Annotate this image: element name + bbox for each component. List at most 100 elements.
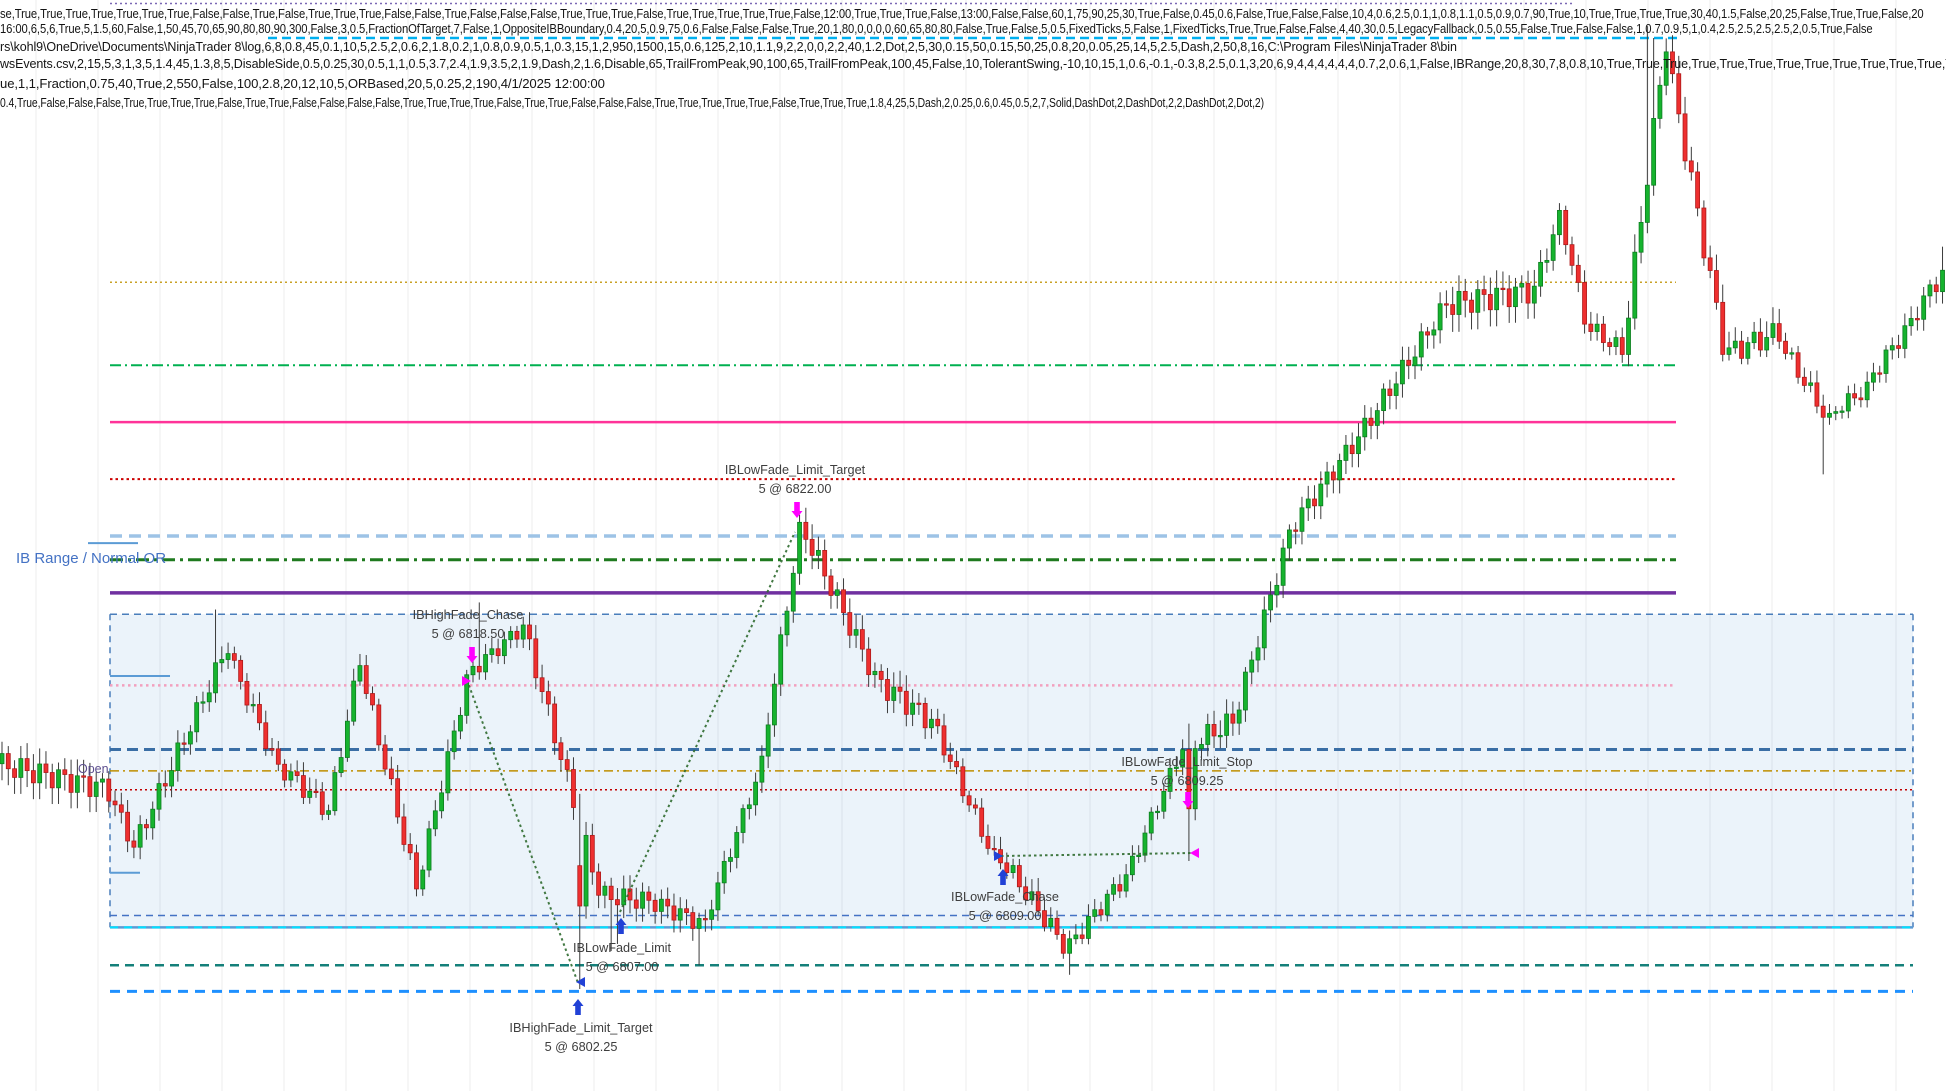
candle-body-down — [1758, 331, 1763, 351]
candle-body-down — [545, 691, 551, 705]
candle-body-up — [784, 610, 790, 636]
candle-body-down — [181, 742, 187, 745]
candle-body-down — [1588, 323, 1594, 332]
candle-body-down — [382, 744, 388, 770]
candle-body-up — [1513, 286, 1518, 308]
candle-body-up — [1557, 209, 1562, 236]
candle-body-up — [929, 718, 934, 729]
candle-body-up — [156, 783, 162, 810]
trade-annotation-fill: 5 @ 6802.25 — [544, 1040, 618, 1054]
trade-annotation-lowfade-limit-target: IBLowFade_Limit_Target 5 @ 6822.00 — [725, 461, 865, 499]
candle-body-down — [1368, 417, 1374, 426]
candle-body-up — [1550, 234, 1556, 261]
candle-body-down — [885, 679, 890, 701]
candle-body-down — [294, 771, 300, 776]
candle-body-up — [1927, 284, 1933, 297]
parameter-text-line: rs\kohl9\OneDrive\Documents\NinjaTrader … — [0, 40, 1457, 54]
candle-body-down — [1714, 270, 1719, 303]
candle-body-down — [495, 648, 501, 657]
candle-body-up — [1173, 766, 1179, 769]
candle-body-up — [338, 757, 344, 773]
candle-body-down — [1293, 529, 1299, 532]
candle-body-down — [1312, 498, 1317, 507]
candle-body-up — [1940, 269, 1945, 293]
candle-body-up — [1337, 460, 1343, 481]
candle-body-up — [250, 704, 256, 707]
candle-body-up — [175, 742, 181, 771]
trade-annotation-title: IBLowFade_Limit_Stop — [1121, 755, 1253, 769]
candle-body-up — [1613, 337, 1619, 347]
candle-body-up — [1111, 884, 1116, 895]
candle-body-down — [1004, 862, 1010, 873]
candle-body-up — [187, 731, 193, 745]
candle-body-down — [476, 665, 482, 673]
candle-body-up — [288, 771, 294, 781]
candle-body-down — [395, 778, 401, 818]
trade-annotation-highfade-limit-target: IBHighFade_Limit_Target 5 @ 6802.25 — [509, 1019, 652, 1057]
candle-body-up — [1029, 891, 1035, 901]
candle-body-down — [1054, 917, 1060, 935]
candle-body-up — [1192, 748, 1198, 810]
candle-body-down — [282, 763, 288, 781]
candle-body-up — [0, 753, 5, 765]
candle-body-up — [1318, 483, 1324, 507]
candle-body-down — [960, 766, 966, 797]
candle-body-up — [93, 781, 99, 797]
candle-body-down — [979, 807, 985, 837]
candle-body-up — [18, 758, 24, 778]
candle-body-up — [872, 670, 878, 676]
candle-body-up — [1651, 118, 1657, 186]
candle-body-down — [935, 718, 941, 727]
parameter-text-line: wsEvents.csv,2,15,5,3,1,3,5,1.4,45,1.3,8… — [0, 57, 1946, 71]
candle-body-down — [81, 775, 87, 778]
candle-body-down — [1500, 287, 1506, 291]
candle-body-down — [1915, 318, 1920, 321]
candle-body-down — [269, 748, 275, 751]
candle-body-up — [715, 882, 721, 911]
candle-body-down — [1506, 288, 1512, 308]
candle-body-down — [552, 703, 558, 744]
candle-body-up — [778, 634, 784, 685]
candle-body-up — [1726, 347, 1732, 355]
candle-body-down — [652, 899, 658, 912]
candle-body-down — [916, 702, 922, 705]
candle-body-up — [1381, 388, 1386, 412]
trade-annotation-highfade-chase: IBHighFade_Chase 5 @ 6818.50 — [413, 606, 524, 644]
candle-body-up — [445, 751, 451, 794]
candle-body-down — [118, 804, 124, 813]
candle-body-up — [1638, 222, 1644, 253]
candle-body-down — [43, 763, 49, 773]
candle-body-up — [583, 834, 589, 907]
candle-body-down — [527, 624, 532, 640]
candle-body-up — [1067, 938, 1072, 954]
candle-body-down — [12, 768, 17, 778]
candle-body-up — [1764, 337, 1770, 351]
candle-body-down — [702, 918, 708, 921]
candle-body-up — [1136, 854, 1142, 857]
candle-body-up — [1343, 444, 1349, 461]
candle-body-up — [728, 857, 733, 862]
candle-body-down — [1387, 388, 1393, 396]
candle-body-down — [414, 852, 419, 890]
candle-body-down — [866, 648, 872, 676]
candle-body-up — [709, 909, 715, 920]
candle-body-down — [1462, 290, 1468, 301]
candle-body-down — [1469, 299, 1474, 313]
candle-body-down — [633, 899, 639, 909]
candle-body-up — [1437, 303, 1443, 331]
candle-body-down — [1877, 372, 1883, 375]
candle-body-down — [841, 589, 846, 613]
candle-body-down — [1814, 382, 1820, 407]
candle-body-up — [56, 769, 61, 789]
candle-body-down — [257, 704, 262, 724]
candle-body-down — [1330, 471, 1336, 481]
candle-body-down — [1079, 934, 1085, 939]
candle-body-down — [1450, 304, 1456, 315]
trade-connection-line — [1000, 852, 1193, 857]
candle-body-up — [501, 639, 507, 657]
candle-body-up — [1048, 917, 1054, 928]
candle-body-down — [1098, 909, 1104, 916]
candle-body-down — [131, 840, 137, 848]
